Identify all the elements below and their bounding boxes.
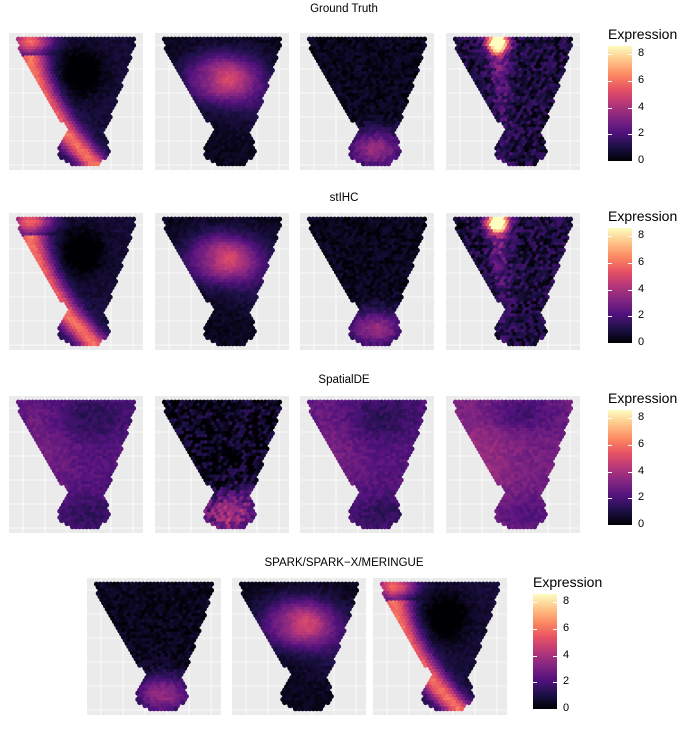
spot bbox=[80, 341, 86, 347]
spot bbox=[233, 341, 239, 347]
spot bbox=[59, 297, 65, 303]
spot bbox=[230, 161, 236, 167]
spot bbox=[205, 117, 211, 123]
spot bbox=[350, 117, 356, 123]
tissue-heatmap bbox=[155, 213, 289, 350]
spot bbox=[528, 161, 534, 167]
spot bbox=[223, 341, 229, 347]
spot bbox=[205, 297, 211, 303]
spot bbox=[514, 161, 520, 167]
spot bbox=[501, 158, 507, 164]
spot bbox=[248, 335, 254, 341]
spot bbox=[386, 161, 392, 167]
spot bbox=[241, 161, 247, 167]
spot bbox=[59, 117, 65, 123]
spot bbox=[215, 341, 221, 347]
panel-row1-4 bbox=[446, 33, 580, 170]
spot bbox=[219, 341, 225, 347]
facet-title: SpatialDE bbox=[318, 374, 370, 386]
spot bbox=[219, 161, 225, 167]
spot bbox=[69, 341, 75, 347]
spot bbox=[87, 161, 93, 167]
tissue-heatmap bbox=[9, 33, 143, 170]
spot bbox=[350, 155, 356, 161]
spot bbox=[80, 161, 86, 167]
spot bbox=[237, 161, 243, 167]
spot bbox=[210, 338, 216, 344]
spot bbox=[510, 161, 516, 167]
spot bbox=[378, 161, 384, 167]
spot bbox=[59, 155, 65, 161]
tissue-heatmap bbox=[155, 33, 289, 170]
spot bbox=[368, 161, 374, 167]
spot bbox=[95, 161, 101, 167]
spot bbox=[524, 161, 530, 167]
spot bbox=[371, 161, 377, 167]
spot bbox=[69, 161, 75, 167]
spot bbox=[77, 161, 83, 167]
spot bbox=[248, 155, 254, 161]
spot bbox=[506, 161, 512, 167]
spot bbox=[59, 335, 65, 341]
spot bbox=[364, 161, 370, 167]
spot bbox=[382, 161, 388, 167]
spot bbox=[205, 155, 211, 161]
tissue-heatmap bbox=[9, 213, 143, 350]
tissue-heatmap bbox=[446, 33, 580, 170]
spot bbox=[375, 161, 381, 167]
spot bbox=[226, 341, 232, 347]
spot bbox=[226, 161, 232, 167]
facet-title: stIHC bbox=[329, 192, 359, 204]
facet-title: Ground Truth bbox=[310, 3, 378, 15]
spot bbox=[521, 161, 527, 167]
facet-title: SPARK/SPARK−X/MERINGUE bbox=[264, 557, 424, 569]
panel-row2-2 bbox=[155, 213, 289, 350]
spot bbox=[205, 335, 211, 341]
panel-row1-2 bbox=[155, 33, 289, 170]
spot bbox=[64, 158, 70, 164]
spot bbox=[230, 341, 236, 347]
spot bbox=[360, 161, 366, 167]
spot bbox=[64, 338, 70, 344]
spot bbox=[355, 158, 361, 164]
spot bbox=[539, 155, 545, 161]
spot bbox=[532, 161, 538, 167]
tissue-heatmap bbox=[300, 33, 434, 170]
spot bbox=[496, 117, 502, 123]
panel-row1-1 bbox=[9, 33, 143, 170]
spot bbox=[102, 155, 108, 161]
spot bbox=[223, 161, 229, 167]
panel-row2-3 bbox=[300, 213, 434, 350]
spot bbox=[91, 341, 97, 347]
panel-row2-1 bbox=[9, 213, 143, 350]
spot bbox=[73, 161, 79, 167]
spot bbox=[233, 161, 239, 167]
spot bbox=[210, 158, 216, 164]
spot bbox=[102, 335, 108, 341]
spot bbox=[496, 155, 502, 161]
panel-row1-3 bbox=[300, 33, 434, 170]
spot bbox=[393, 155, 399, 161]
spot bbox=[77, 341, 83, 347]
spot bbox=[73, 341, 79, 347]
tissue-heatmap bbox=[300, 213, 434, 350]
spot bbox=[517, 161, 523, 167]
spot bbox=[237, 341, 243, 347]
spot bbox=[84, 161, 90, 167]
spot bbox=[215, 161, 221, 167]
spot bbox=[84, 341, 90, 347]
spot bbox=[87, 341, 93, 347]
spot bbox=[91, 161, 97, 167]
spot bbox=[241, 341, 247, 347]
spot bbox=[95, 341, 101, 347]
